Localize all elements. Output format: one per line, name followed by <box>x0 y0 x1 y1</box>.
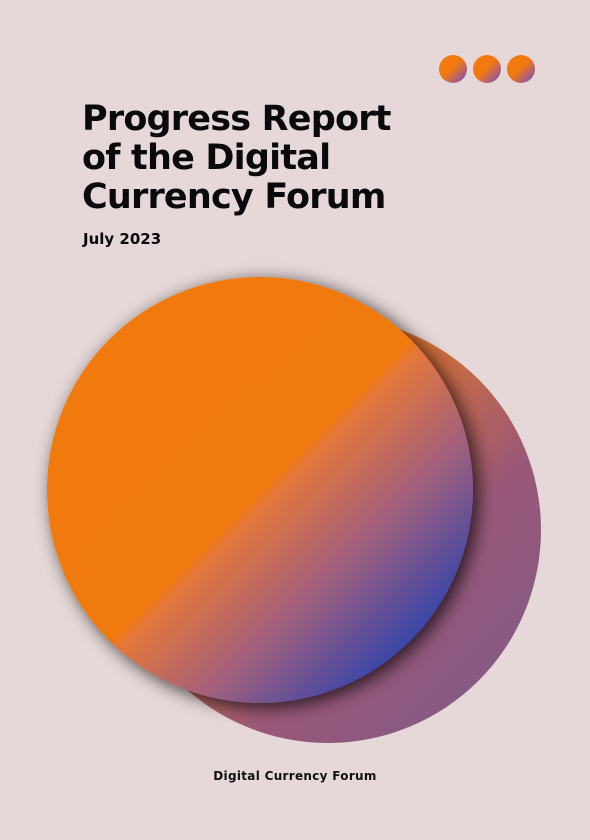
decorative-dots <box>439 55 535 83</box>
circle-icon <box>473 55 501 83</box>
report-date: July 2023 <box>83 230 162 248</box>
circle-icon <box>507 55 535 83</box>
publisher-name: Digital Currency Forum <box>213 769 377 783</box>
report-title: Progress Report of the Digital Currency … <box>82 99 391 217</box>
circle-icon <box>439 55 467 83</box>
front-circle <box>47 277 473 703</box>
